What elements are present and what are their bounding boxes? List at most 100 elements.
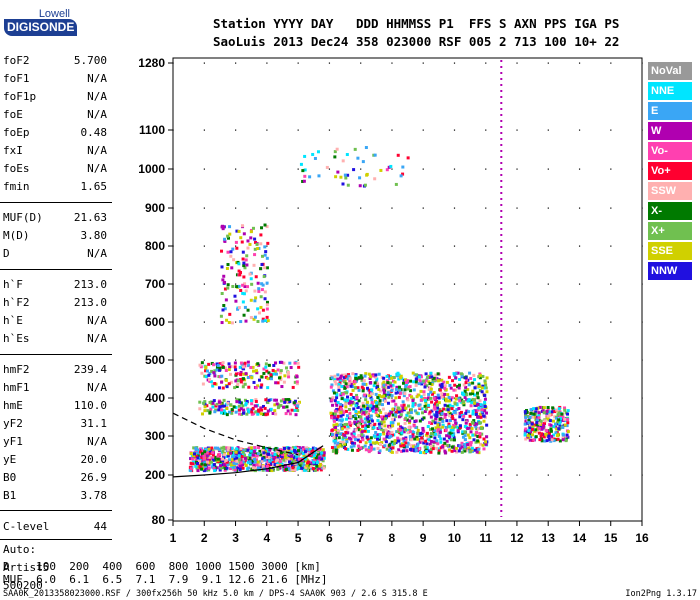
echo-point	[415, 411, 419, 415]
echo-point	[409, 438, 413, 442]
echo-point	[261, 319, 265, 323]
echo-point	[476, 427, 480, 431]
echo-point	[403, 388, 407, 392]
echo-point	[225, 266, 229, 270]
echo-point	[443, 386, 447, 390]
grid-dot	[360, 321, 362, 323]
echo-point	[460, 441, 464, 445]
echo-point	[366, 400, 370, 404]
echo-point	[542, 406, 546, 410]
echo-point	[473, 448, 477, 452]
echo-point	[245, 263, 249, 267]
echo-point	[317, 174, 321, 178]
echo-point	[561, 425, 565, 429]
echo-point	[263, 245, 267, 249]
echo-point	[480, 432, 484, 436]
echo-point	[342, 376, 346, 380]
echo-point	[316, 453, 320, 457]
model-curve-dashed	[172, 412, 299, 456]
echo-point	[276, 467, 280, 471]
echo-point	[341, 159, 345, 163]
grid-dot	[610, 283, 612, 285]
param-value: N/A	[87, 314, 107, 327]
grid-dot	[203, 397, 205, 399]
grid-dot	[578, 207, 581, 209]
echo-point	[422, 390, 426, 394]
echo-point	[403, 392, 407, 396]
echo-point	[390, 387, 394, 391]
echo-point	[264, 362, 268, 366]
echo-point	[332, 391, 336, 395]
echo-point	[453, 373, 457, 377]
echo-point	[209, 460, 213, 464]
echo-point	[264, 413, 268, 417]
echo-point	[363, 444, 367, 448]
echo-point	[249, 451, 253, 455]
echo-point	[387, 413, 391, 417]
echo-point	[387, 436, 391, 440]
echo-point	[378, 449, 382, 453]
grid-dot	[266, 359, 268, 361]
echo-point	[208, 379, 212, 383]
echo-point	[561, 438, 565, 442]
echo-point	[475, 430, 479, 434]
echo-point	[404, 437, 408, 441]
echo-point	[249, 456, 253, 460]
echo-point	[458, 444, 462, 448]
echo-point	[348, 421, 352, 425]
echo-point	[308, 448, 312, 452]
echo-point	[372, 426, 376, 430]
echo-point	[354, 379, 358, 383]
echo-point	[399, 391, 403, 395]
echo-point	[385, 432, 389, 436]
echo-point	[215, 365, 219, 369]
echo-point	[329, 411, 333, 415]
echo-point	[242, 456, 246, 460]
param-value: 26.9	[80, 471, 108, 484]
echo-point	[434, 396, 438, 400]
echo-point	[291, 466, 295, 470]
echo-point	[284, 448, 288, 452]
echo-point	[404, 416, 408, 420]
echo-point	[224, 378, 228, 382]
echo-point	[344, 431, 348, 435]
echo-point	[375, 440, 379, 444]
echo-point	[418, 405, 422, 409]
echo-point	[260, 288, 264, 292]
echo-point	[288, 361, 292, 365]
echo-point	[322, 466, 326, 470]
echo-point	[377, 387, 381, 391]
echo-point	[485, 376, 489, 380]
echo-point	[460, 374, 464, 378]
echo-point	[459, 425, 463, 429]
echo-point	[343, 433, 347, 437]
echo-point	[254, 275, 258, 279]
echo-point	[218, 368, 222, 372]
echo-point	[386, 379, 390, 383]
echo-point	[351, 434, 355, 438]
echo-point	[211, 384, 215, 388]
echo-point	[249, 399, 253, 403]
grid-dot	[266, 207, 268, 209]
echo-point	[247, 385, 251, 389]
echo-point	[280, 385, 284, 389]
echo-point	[540, 432, 544, 436]
echo-point	[278, 466, 282, 470]
echo-point	[239, 380, 243, 384]
echo-point	[203, 452, 207, 456]
echo-point	[435, 410, 439, 414]
echo-point	[278, 460, 282, 464]
echo-point	[531, 415, 535, 419]
grid-dot	[641, 168, 643, 170]
echo-point	[390, 433, 394, 437]
echo-point	[382, 391, 386, 395]
echo-point	[448, 424, 452, 428]
echo-point	[371, 409, 375, 413]
echo-point	[478, 389, 482, 393]
echo-point	[396, 153, 400, 157]
echo-point	[317, 447, 321, 451]
echo-point	[330, 446, 334, 450]
echo-point	[220, 465, 224, 469]
echo-point	[207, 466, 211, 470]
echo-point	[464, 411, 468, 415]
